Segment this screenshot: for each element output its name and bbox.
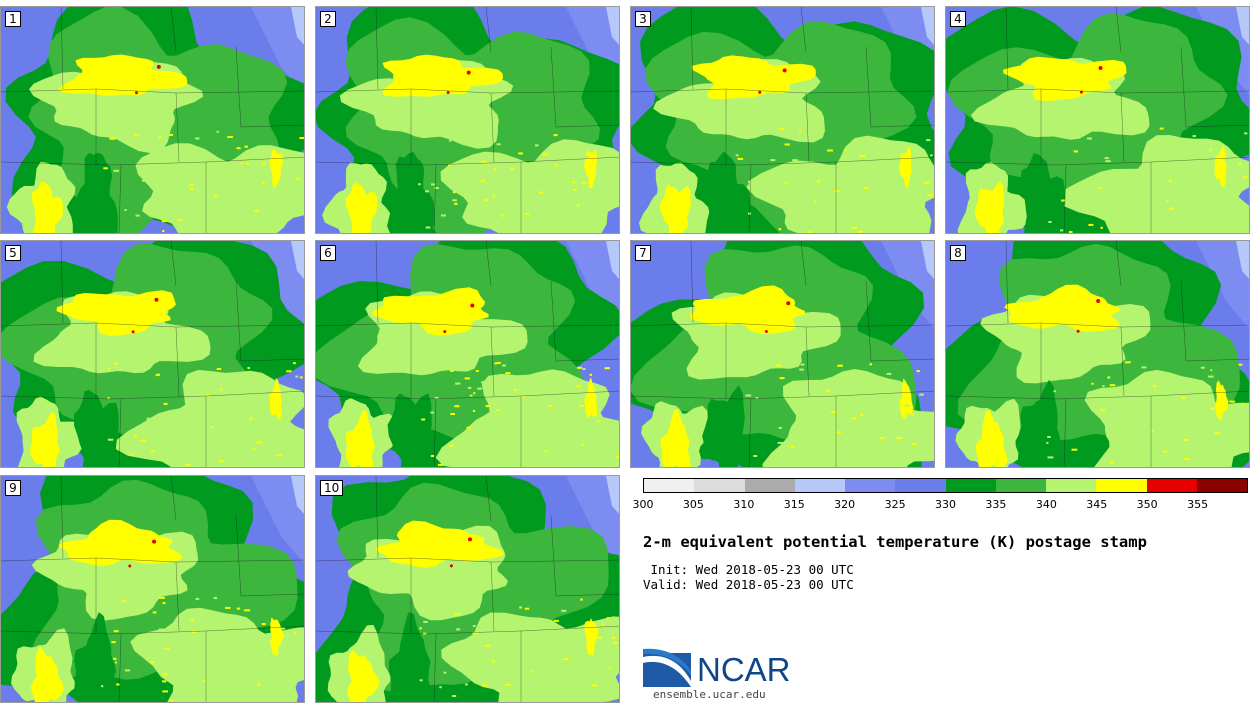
panel-member-label: 4 [950,11,966,27]
member-map-panel: 4 [945,6,1250,234]
panel-member-label: 10 [320,480,344,496]
colorbar-tick-label: 300 [632,498,654,511]
member-map-panel: 9 [0,475,305,703]
colorbar-tick-label: 305 [682,498,704,511]
colorbar-tick-label: 345 [1086,498,1108,511]
colorbar-segment [1046,479,1097,492]
colorbar-tick-label: 310 [733,498,755,511]
colorbar-segment [1196,479,1247,492]
colorbar-tick-label: 330 [935,498,956,511]
ncar-logo-text: NCAR [697,651,791,688]
member-map-panel: 6 [315,240,620,468]
colorbar-tick-label: 350 [1136,498,1158,511]
figure-title: 2-m equivalent potential temperature (K)… [643,533,1147,551]
panel-member-label: 3 [635,11,651,27]
colorbar-segment [845,479,896,492]
colorbar-segment [794,479,845,492]
colorbar-tick-label: 320 [834,498,856,511]
member-map-panel: 2 [315,6,620,234]
panel-member-label: 9 [5,480,21,496]
panel-member-label: 1 [5,11,21,27]
panel-member-label: 7 [635,245,651,261]
member-map-panel: 8 [945,240,1250,468]
panel-member-label: 5 [5,245,21,261]
colorbar-segment [694,479,745,492]
panel-member-label: 6 [320,245,336,261]
colorbar-segment [945,479,996,492]
colorbar-tick-label: 340 [1035,498,1057,511]
colorbar-tick-label: 315 [783,498,805,511]
colorbar-segment [995,479,1046,492]
colorbar-tick-label: 335 [985,498,1007,511]
member-map-panel: 7 [630,240,935,468]
member-map-panel: 5 [0,240,305,468]
init-time: Init: Wed 2018-05-23 00 UTC [643,562,854,577]
colorbar-tick-label: 355 [1187,498,1209,511]
colorbar-segment [644,479,695,492]
colorbar-tick-label: 325 [884,498,906,511]
valid-time: Valid: Wed 2018-05-23 00 UTC [643,577,854,592]
ncar-logo-icon [643,648,691,687]
member-map-panel: 10 [315,475,620,703]
panel-member-label: 8 [950,245,966,261]
colorbar-tick-labels: 300 305 310 315 320 325 330 335 340 345 350 355 [633,498,1248,514]
panel-member-label: 2 [320,11,336,27]
colorbar-segment [1146,479,1197,492]
colorbar-segment [744,479,795,492]
colorbar-segment [895,479,946,492]
member-map-panel: 3 [630,6,935,234]
member-map-panel: 1 [0,6,305,234]
site-url: ensemble.ucar.edu [653,688,766,701]
colorbar-segment [1096,479,1147,492]
colorbar [643,478,1248,493]
